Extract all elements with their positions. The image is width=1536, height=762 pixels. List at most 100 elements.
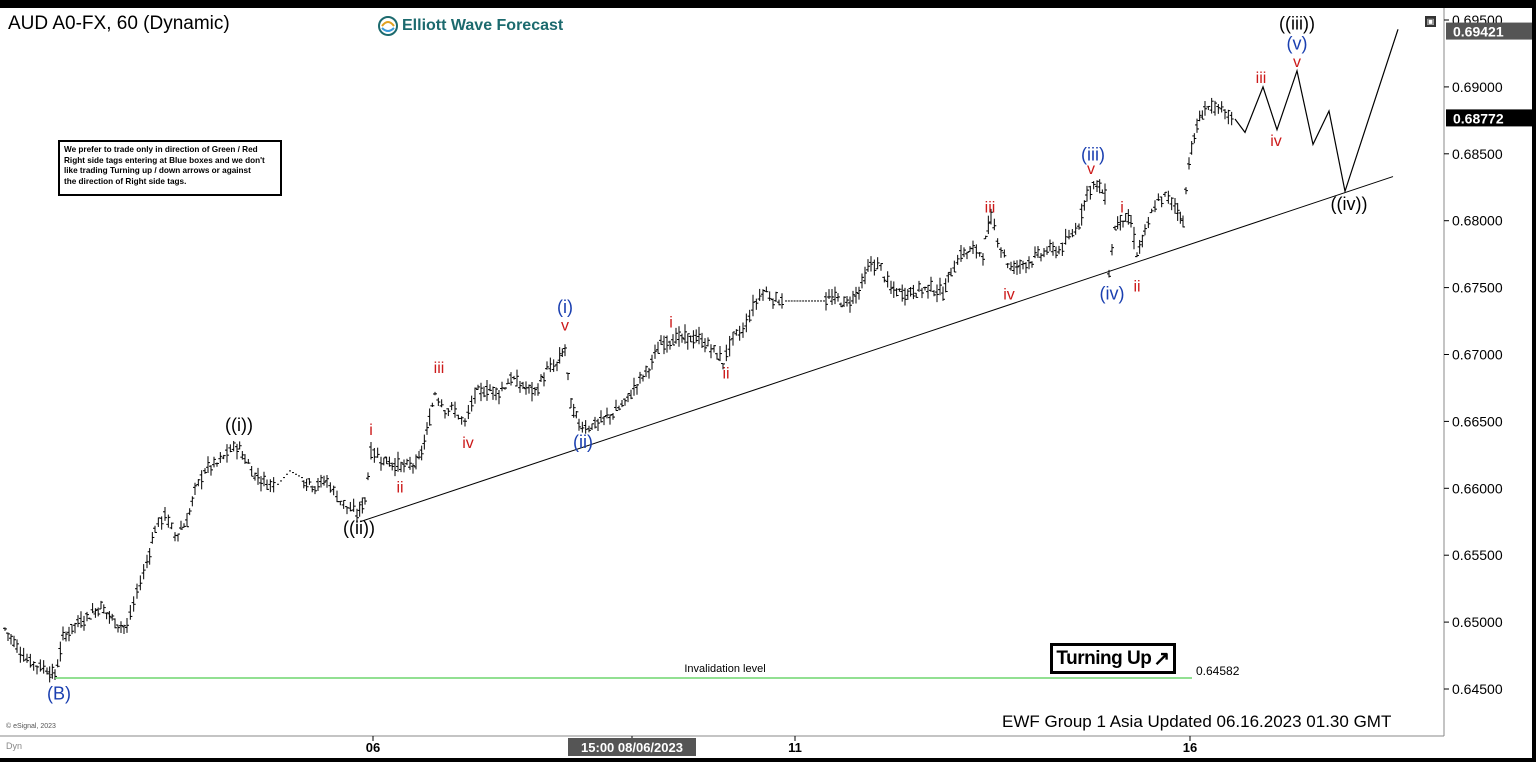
projection-path <box>1234 29 1399 194</box>
ohlc-bar <box>199 470 204 490</box>
y-tick-label: 0.66500 <box>1452 413 1503 429</box>
ohlc-bar <box>577 418 581 431</box>
ohlc-bar <box>518 381 522 393</box>
ohlc-bar <box>860 273 864 289</box>
ohlc-bar <box>680 333 684 343</box>
ohlc-bar <box>61 626 65 641</box>
ohlc-bar <box>635 384 639 395</box>
ohlc-bar <box>28 653 33 668</box>
ohlc-bar <box>408 456 412 470</box>
ohlc-bar <box>1132 226 1136 250</box>
maximize-icon[interactable]: ▣ <box>1425 16 1436 27</box>
ohlc-bar <box>422 434 427 450</box>
ohlc-bar <box>764 286 769 293</box>
ohlc-bar <box>971 240 975 255</box>
note-line: the direction of Right side tags. <box>64 176 187 186</box>
ohlc-bar <box>363 497 367 505</box>
ohlc-bar <box>1209 97 1214 114</box>
ohlc-bar <box>3 627 7 631</box>
ohlc-bar <box>897 288 902 292</box>
ohlc-bar <box>414 454 418 470</box>
ohlc-bar <box>777 299 781 306</box>
ohlc-bar <box>87 617 92 620</box>
invalidation-value: 0.64582 <box>1196 664 1240 678</box>
ohlc-bar <box>955 254 960 265</box>
ohlc-bar <box>497 390 501 405</box>
ohlc-bar <box>697 326 701 345</box>
ohlc-bar <box>557 347 562 364</box>
ohlc-bar <box>503 387 507 390</box>
plot-area[interactable] <box>0 8 1444 736</box>
ohlc-bar <box>1143 224 1147 236</box>
ohlc-bar <box>647 367 651 379</box>
ohlc-bar <box>917 280 921 292</box>
ohlc-bar <box>659 335 663 345</box>
ohlc-bar <box>509 372 513 386</box>
ohlc-bar <box>1079 203 1084 226</box>
ohlc-bar <box>563 344 567 357</box>
ohlc-bar <box>833 286 837 305</box>
ohlc-bar <box>668 340 672 350</box>
ohlc-bar <box>999 247 1003 258</box>
ohlc-bar <box>331 485 336 496</box>
x-tick-highlight <box>568 738 696 756</box>
ohlc-bar <box>243 454 247 465</box>
ohlc-bar <box>182 523 186 528</box>
x-tick-label: 06 <box>366 740 380 755</box>
ohlc-bar <box>596 418 600 431</box>
ohlc-bar <box>135 583 139 599</box>
ohlc-bar <box>848 296 852 313</box>
ohlc-bar <box>617 405 621 411</box>
ohlc-bar <box>688 335 693 343</box>
ohlc-bar <box>590 423 594 430</box>
ohlc-bar <box>15 639 19 653</box>
ohlc-bar <box>989 208 993 225</box>
badge-text: Turning Up <box>1056 647 1152 669</box>
x-tick-label: 11 <box>788 740 802 755</box>
ohlc-bar <box>381 457 386 466</box>
ohlc-bar <box>256 467 260 485</box>
ohlc-bar <box>780 293 784 309</box>
trendline <box>359 176 1394 523</box>
wave-label: (i) <box>557 297 573 317</box>
ohlc-bar <box>316 478 320 491</box>
ohlc-bar <box>131 596 136 612</box>
ohlc-bar <box>602 416 606 426</box>
ohlc-bar <box>938 277 942 296</box>
ohlc-bar <box>914 292 919 298</box>
ohlc-bar <box>110 613 115 621</box>
ohlc-bar <box>962 247 966 258</box>
ohlc-bar <box>715 352 719 360</box>
ohlc-bar <box>551 359 556 372</box>
ohlc-bar <box>691 330 696 349</box>
ohlc-bar <box>992 218 997 231</box>
ohlc-bar <box>93 608 98 618</box>
chart-title: AUD A0-FX, 60 (Dynamic) <box>8 13 230 34</box>
ewf-globe-icon <box>378 16 398 36</box>
ohlc-bar <box>894 288 899 297</box>
ohlc-bar <box>439 399 444 408</box>
ohlc-bar <box>506 378 510 385</box>
ohlc-bar <box>485 380 489 401</box>
ohlc-bar <box>116 624 120 633</box>
ohlc-bar <box>249 465 254 477</box>
ohlc-bar <box>536 383 540 396</box>
logo-text: Elliott Wave Forecast <box>402 17 564 34</box>
wave-label: ii <box>1133 279 1140 296</box>
wave-label: iv <box>1270 133 1282 150</box>
ohlc-bar <box>1229 111 1234 126</box>
ohlc-bar <box>1095 180 1099 192</box>
ohlc-bar <box>1135 252 1139 258</box>
ohlc-bar <box>1027 256 1031 270</box>
ewf-logo[interactable]: Elliott Wave Forecast <box>378 14 563 38</box>
ohlc-bar <box>620 399 624 408</box>
ohlc-bar <box>159 516 164 530</box>
ohlc-bar <box>605 407 609 419</box>
ohlc-bar <box>355 508 359 524</box>
ohlc-bar <box>718 346 722 362</box>
ohlc-bar <box>73 622 77 634</box>
ohlc-bar <box>935 284 939 303</box>
ohlc-bar <box>854 286 858 304</box>
ohlc-bar <box>671 334 675 346</box>
